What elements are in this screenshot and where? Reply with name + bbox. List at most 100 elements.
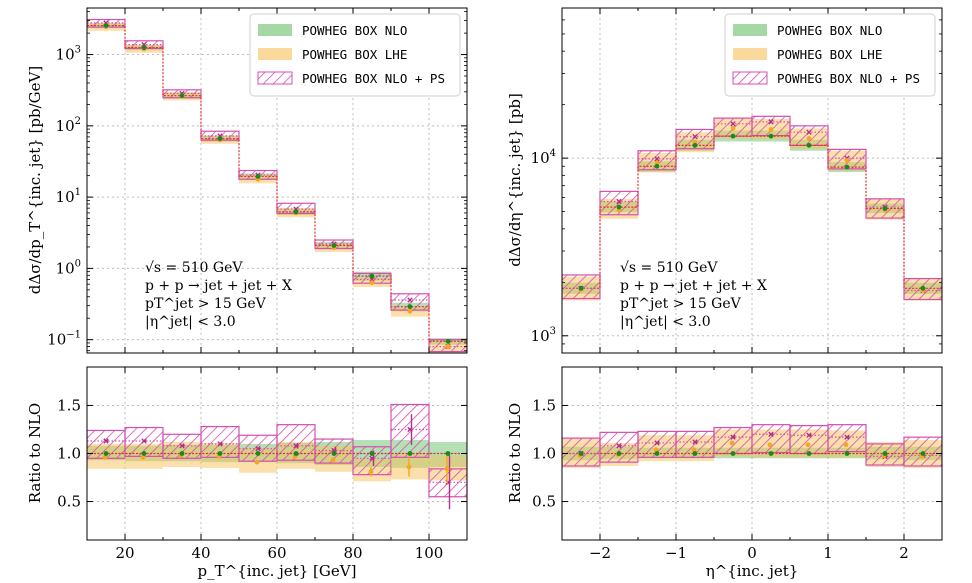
pt-ratio-nlo-point: [141, 451, 147, 456]
eta-lhe-point: [844, 158, 850, 163]
eta-ratio-ps-point: [654, 440, 660, 446]
pt-ratio-nlo-point: [369, 451, 375, 456]
pt-ratio-ps-point: [369, 455, 375, 462]
pt-nlo-point: [255, 174, 261, 179]
eta-ps-point: [768, 119, 774, 125]
pt-main-ticks: 10−1 100 101 102 103: [47, 8, 468, 353]
eta-nlo-point: [578, 285, 584, 291]
pt-nlo-point: [445, 338, 451, 344]
pt-ratio-lhe-point: [330, 457, 336, 463]
chart-pt: 10−1 100 101 102 103 POWHEG BOX NLO POWHEG B…: [26, 7, 468, 580]
pt-ratio-lhe-point: [254, 459, 260, 465]
pt-legend-box: [249, 13, 461, 97]
eta-annotation: √s = 510 GeV p + p → jet + jet + X pT^je…: [620, 260, 767, 330]
eta-ann-process: p + p → jet + jet + X: [620, 278, 767, 294]
eta-nlo-point: [768, 133, 774, 139]
eta-ratio-y-tick-label: 1.5: [532, 396, 556, 414]
eta-x-tick-label: −1: [665, 544, 687, 562]
eta-ann-pt-cut: pT^jet > 15 GeV: [620, 296, 742, 312]
eta-ratio-ps-point: [806, 432, 812, 438]
eta-ratio-nlo-point: [578, 451, 584, 456]
pt-ratio-lhe-point: [140, 454, 146, 460]
eta-main-marks: [562, 119, 942, 294]
eta-nlo-point: [616, 204, 622, 210]
eta-y-tick-label: 104: [531, 148, 556, 167]
pt-nlo-point: [217, 136, 223, 142]
eta-ann-eta-cut: |η^jet| < 3.0: [620, 314, 711, 330]
eta-ratio-nlo-point: [730, 451, 736, 456]
eta-ratio-nlo-point: [844, 451, 850, 456]
eta-ratio-nlo-point: [920, 451, 926, 456]
pt-ann-eta-cut: |η^jet| < 3.0: [145, 314, 236, 330]
eta-ps-band: [751, 115, 791, 137]
pt-y-tick-label: 100: [56, 258, 81, 277]
pt-legend: POWHEG BOX NLO POWHEG BOX LHE POWHEG BOX…: [249, 13, 461, 97]
pt-x-tick-label: 40: [191, 544, 210, 562]
eta-nlo-point: [920, 285, 926, 291]
pt-ann-process: p + p → jet + jet + X: [145, 278, 292, 294]
eta-ps-point: [654, 156, 660, 162]
pt-ratio-nlo-point: [293, 451, 299, 456]
pt-x-axis-label: p_T^{inc. jet} [GeV]: [198, 562, 357, 580]
eta-ratio-nlo-point: [768, 451, 774, 456]
eta-lhe-point: [730, 126, 736, 131]
eta-nlo-point: [882, 206, 888, 211]
eta-nlo-point: [806, 142, 812, 148]
pt-ratio-lhe-point: [102, 454, 108, 460]
pt-legend-nlo: POWHEG BOX NLO: [302, 23, 407, 38]
eta-ratio-lhe-point: [653, 447, 659, 453]
pt-ratio-lhe-point: [444, 466, 450, 472]
pt-ratio-ps-band: [390, 403, 430, 458]
pt-nlo-point: [179, 93, 185, 99]
eta-ratio-ticks: −2 −1 0 1 2 0.5 1.0 1.5: [532, 367, 943, 562]
pt-annotation: √s = 510 GeV p + p → jet + jet + X pT^je…: [145, 260, 292, 330]
pt-x-tick-label: 80: [343, 544, 362, 562]
eta-ratio-nlo-point: [806, 451, 812, 456]
eta-legend-ps: POWHEG BOX NLO + PS: [777, 71, 920, 86]
eta-ratio-lhe-point: [767, 442, 773, 448]
pt-nlo-point: [103, 23, 109, 28]
eta-ratio-ps-point: [844, 434, 850, 440]
eta-ratio-nlo-point: [692, 451, 698, 456]
pt-ann-sqrt-s: √s = 510 GeV: [145, 260, 243, 276]
eta-legend: POWHEG BOX NLO POWHEG BOX LHE POWHEG BOX…: [724, 13, 936, 97]
eta-legend-box: [724, 13, 936, 97]
eta-nlo-point: [844, 164, 850, 170]
eta-ratio-ps-band: [789, 425, 829, 455]
eta-ps-point: [692, 134, 698, 140]
eta-ratio-lhe-point: [691, 447, 697, 453]
eta-x-tick-label: 1: [823, 544, 833, 562]
pt-ratio-lhe-point: [368, 469, 374, 475]
eta-x-tick-label: 0: [747, 544, 757, 562]
pt-nlo-point: [293, 209, 299, 215]
pt-y-tick-label: 101: [56, 187, 81, 206]
eta-nlo-point: [730, 133, 736, 139]
pt-main-marks: [87, 20, 467, 350]
eta-nlo-point: [654, 163, 660, 169]
eta-ratio-ps-point: [730, 434, 736, 440]
pt-ratio-y-tick-label: 0.5: [57, 493, 81, 511]
pt-ratio-nlo-point: [445, 451, 451, 456]
chart-eta: 103 104 POWHEG BOX NLO POWHEG BOX LHE POW…: [506, 7, 943, 580]
eta-ratio-lhe-point: [805, 442, 811, 448]
pt-ratio-nlo-point: [103, 451, 109, 456]
eta-x-axis-label: η^{inc. jet}: [706, 562, 799, 580]
eta-legend-nlo: POWHEG BOX NLO: [777, 23, 882, 38]
pt-legend-nlo-swatch: [258, 24, 292, 36]
eta-ratio-ps-band: [713, 426, 753, 455]
pt-x-tick-label: 60: [267, 544, 286, 562]
eta-ratio-nlo-point: [616, 451, 622, 456]
pt-nlo-point: [407, 304, 413, 310]
pt-lhe-point: [369, 280, 375, 286]
pt-ratio-lhe-point: [406, 464, 412, 470]
eta-x-tick-label: −2: [589, 544, 611, 562]
eta-ratio-lhe-point: [843, 442, 849, 448]
pt-ratio-nlo-point: [331, 451, 337, 456]
pt-nlo-point: [141, 45, 147, 51]
eta-legend-lhe-swatch: [733, 48, 767, 60]
eta-ratio-ps-point: [692, 439, 698, 445]
pt-nlo-step-line: [87, 24, 467, 342]
eta-ps-point: [806, 129, 812, 135]
pt-ratio-marks: [87, 414, 467, 510]
